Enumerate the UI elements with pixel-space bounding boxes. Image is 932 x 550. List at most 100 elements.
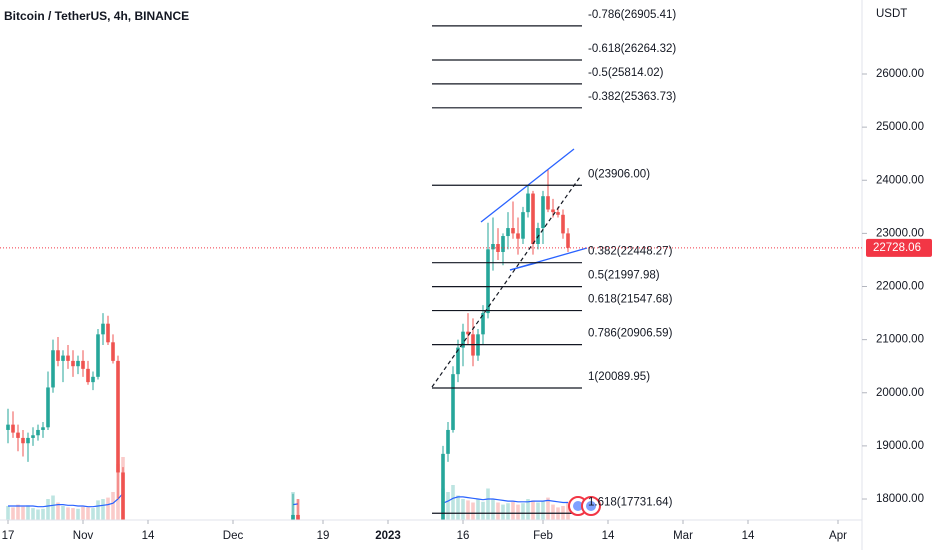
candle-body <box>506 228 510 237</box>
candle-body <box>46 387 50 428</box>
candle-body <box>501 236 505 252</box>
candle-body <box>86 368 90 383</box>
candle-body <box>511 228 515 234</box>
y-tick-label: 20000.00 <box>876 387 924 399</box>
candle-body <box>81 360 85 369</box>
candle-body <box>31 435 35 438</box>
candle-body <box>121 472 125 520</box>
candle-body <box>41 427 45 430</box>
y-tick-label: 19000.00 <box>876 440 924 452</box>
volume-bar <box>26 505 30 520</box>
volume-bar <box>11 507 15 520</box>
volume-bar <box>461 499 465 520</box>
volume-bar <box>506 503 510 520</box>
volume-bar <box>36 509 40 520</box>
candle-body <box>531 193 535 245</box>
y-tick-label: 25000.00 <box>876 121 924 133</box>
plot-area <box>6 169 570 520</box>
volume-bar <box>486 488 490 520</box>
volume-bar <box>56 502 60 520</box>
candle-body <box>76 360 80 367</box>
candle-body <box>116 360 120 473</box>
volume-bar <box>51 495 55 520</box>
volume-bar <box>31 508 35 520</box>
candle-body <box>96 334 100 377</box>
candle-body <box>26 437 30 444</box>
volume-bar <box>6 506 10 520</box>
candle-body <box>441 453 445 520</box>
candle-body <box>6 424 10 430</box>
x-tick-label: 14 <box>142 530 155 542</box>
candle-body <box>566 233 570 248</box>
volume-bar <box>106 497 110 520</box>
volume-bar <box>16 504 20 520</box>
x-tick-label: 16 <box>457 530 470 542</box>
x-tick-label: 2023 <box>375 530 401 542</box>
volume-bar <box>521 503 525 520</box>
drawings <box>431 25 588 514</box>
volume-bar <box>451 485 455 520</box>
y-tick-label: 18000.00 <box>876 493 924 505</box>
volume-bar <box>551 504 555 520</box>
fib-label: 0.618(21547.68) <box>588 294 673 306</box>
candle-body <box>66 355 70 361</box>
volume-bar <box>111 492 115 520</box>
candle-body <box>71 360 75 367</box>
volume-bar <box>61 506 65 520</box>
candle-body <box>61 355 65 361</box>
candle-body <box>16 432 20 438</box>
volume-bar <box>41 508 45 520</box>
candle-body <box>51 350 55 388</box>
x-tick-label: 17 <box>2 530 15 542</box>
fib-label: -0.5(25814.02) <box>588 67 664 79</box>
candle-body <box>56 350 60 361</box>
fib-label: 0.382(22448.27) <box>588 246 673 258</box>
volume-bar <box>546 497 550 520</box>
volume-bar <box>466 500 470 520</box>
chart-title: Bitcoin / TetherUS, 4h, BINANCE <box>4 9 189 23</box>
candle-body <box>481 313 485 335</box>
candle-body <box>21 437 25 444</box>
candle-body <box>546 196 550 210</box>
y-unit: USDT <box>876 8 907 20</box>
candle-body <box>516 233 520 239</box>
volume-bar <box>536 502 540 520</box>
last-price-box <box>866 238 932 257</box>
y-tick-label: 24000.00 <box>876 174 924 186</box>
y-tick-label: 22000.00 <box>876 281 924 293</box>
candle-body <box>11 424 15 433</box>
volume-bar <box>66 507 70 520</box>
candle-body <box>446 429 450 454</box>
candle-body <box>36 429 40 436</box>
volume-bar <box>101 499 105 520</box>
volume-bar <box>516 504 520 520</box>
volume-bar <box>541 501 545 520</box>
volume-bar <box>81 506 85 520</box>
fib-label: 0.786(20906.59) <box>588 328 673 340</box>
candle-body <box>556 212 560 215</box>
fib-label: 1(20089.95) <box>588 371 650 383</box>
candle-body <box>91 376 95 383</box>
candle-body <box>491 244 495 250</box>
candle-body <box>291 514 295 520</box>
event-icons <box>568 496 601 516</box>
volume-bar <box>46 499 50 520</box>
volume-bar <box>456 495 460 520</box>
fib-label: 0.5(21997.98) <box>588 270 660 282</box>
x-tick-label: Apr <box>829 530 847 542</box>
fib-label: 1.618(17731.64) <box>588 496 673 508</box>
volume-bar <box>476 499 480 520</box>
volume-bar <box>496 502 500 520</box>
fib-label: 0(23906.00) <box>588 168 650 180</box>
fib-trend <box>431 176 581 388</box>
volume-bar <box>501 504 505 520</box>
last-price-label: 22728.06 <box>873 242 921 254</box>
candle-body <box>551 209 555 213</box>
volume-ma-line <box>8 493 568 508</box>
volume-bar <box>566 501 570 520</box>
candle-body <box>486 249 490 314</box>
volume-bar <box>71 508 75 520</box>
candle-body <box>106 323 110 343</box>
candle-body <box>296 514 300 520</box>
